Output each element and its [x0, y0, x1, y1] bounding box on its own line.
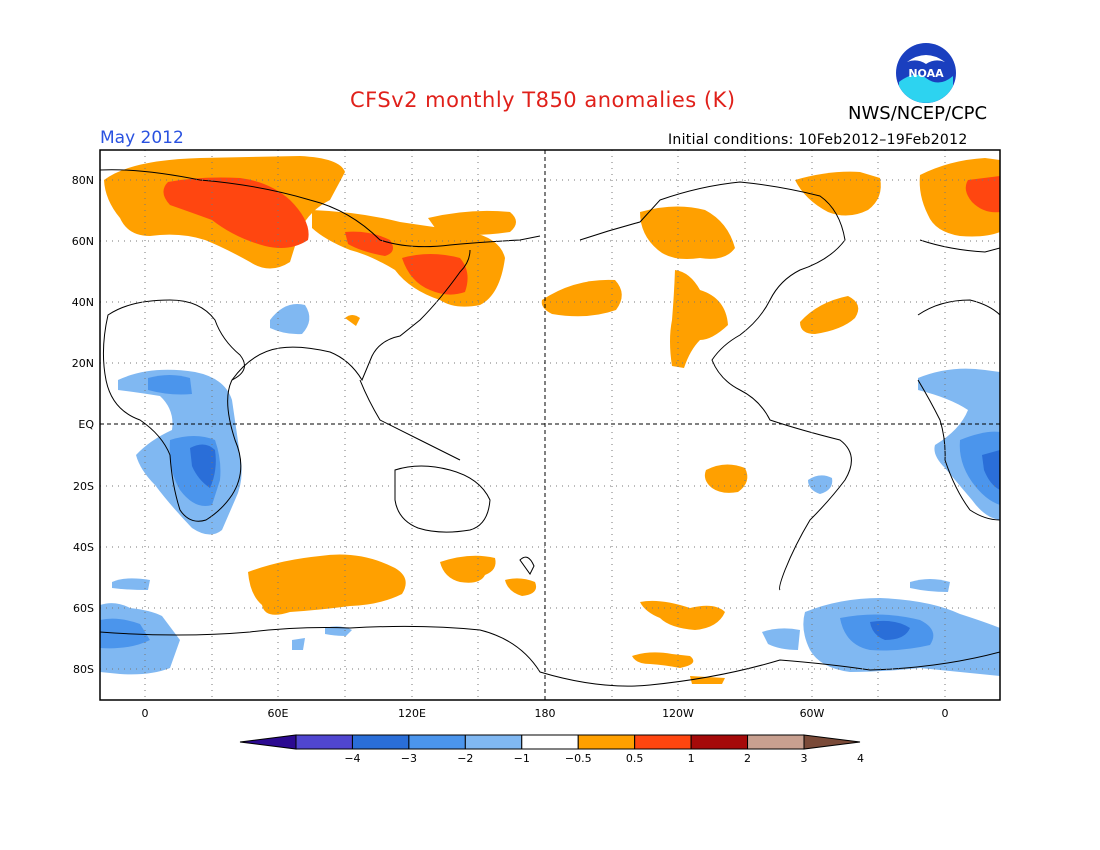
lat-label: 40S: [73, 541, 94, 554]
map-frame: [99, 149, 1001, 701]
map-plot-area: [100, 150, 1000, 700]
legend-swatch: [803, 734, 861, 750]
graticule: [100, 150, 1000, 700]
legend-label: −0.5: [565, 752, 592, 765]
lat-label: EQ: [78, 418, 94, 431]
legend-swatch: [634, 734, 692, 750]
legend-swatch: [239, 734, 297, 750]
legend-label: −4: [344, 752, 360, 765]
coastlines: [100, 169, 1000, 687]
legend-label: 0.5: [626, 752, 644, 765]
noaa-logo: NOAA: [895, 42, 957, 104]
lon-label: 0: [942, 707, 949, 720]
noaa-logo-text: NOAA: [908, 67, 944, 80]
legend-swatch: [295, 734, 353, 750]
lon-label: 60W: [800, 707, 825, 720]
lat-label: 60N: [72, 235, 94, 248]
lon-label: 0: [142, 707, 149, 720]
lat-label: 60S: [73, 602, 94, 615]
lat-label: 40N: [72, 296, 94, 309]
legend-swatch: [351, 734, 410, 750]
legend-label: 1: [688, 752, 695, 765]
legend-label: 4: [857, 752, 864, 765]
lat-label: 20S: [73, 480, 94, 493]
legend-label: −2: [457, 752, 473, 765]
lon-label: 120E: [398, 707, 426, 720]
chart-title: CFSv2 monthly T850 anomalies (K): [350, 88, 736, 112]
strong-cool-anomaly-regions: [190, 444, 1000, 640]
lon-label: 180: [535, 707, 556, 720]
legend-label: 2: [744, 752, 751, 765]
legend-label: −1: [514, 752, 530, 765]
longitude-labels: 0 60E 120E 180 120W 60W 0: [142, 707, 949, 720]
legend-swatch: [690, 734, 749, 750]
lat-label: 20N: [72, 357, 94, 370]
lon-label: 120W: [662, 707, 694, 720]
legend-swatch: [747, 734, 805, 750]
initial-conditions: Initial conditions: 10Feb2012–19Feb2012: [668, 132, 968, 148]
legend-swatch: [464, 734, 523, 750]
legend-label: 3: [801, 752, 808, 765]
latitude-labels: 80N 60N 40N 20N EQ 20S 40S 60S 80S: [72, 174, 95, 676]
forecast-month: May 2012: [100, 128, 184, 148]
agency-label: NWS/NCEP/CPC: [848, 103, 988, 124]
legend-swatch: [521, 734, 579, 750]
legend-label: −3: [401, 752, 417, 765]
equator-dateline: [100, 150, 1000, 700]
legend-swatch: [408, 734, 466, 750]
lat-label: 80N: [72, 174, 94, 187]
color-legend: −4 −3 −2 −1 −0.5 0.5 1 2 3 4: [239, 734, 864, 765]
lat-label: 80S: [73, 663, 94, 676]
lon-label: 60E: [268, 707, 289, 720]
legend-swatch: [577, 734, 636, 750]
